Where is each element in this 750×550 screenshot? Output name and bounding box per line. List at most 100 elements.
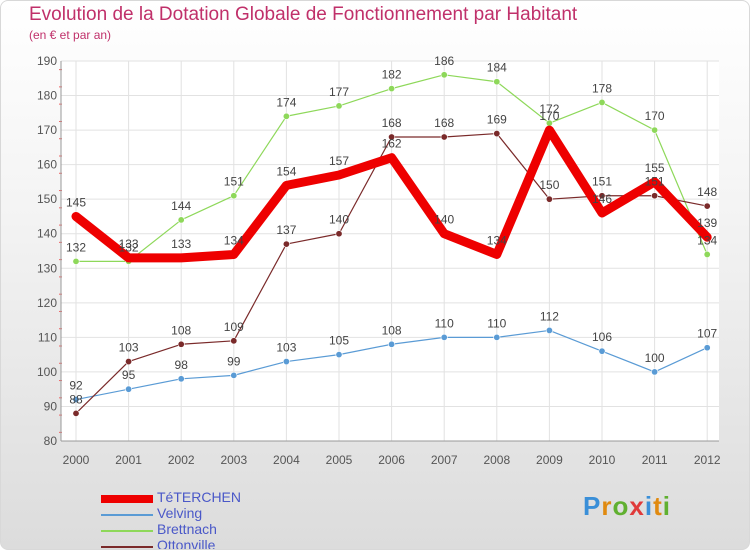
data-point	[125, 358, 133, 366]
y-tick-label: 100	[37, 365, 57, 379]
data-point	[230, 337, 238, 345]
x-tick-label: 2006	[378, 453, 405, 467]
data-label: 154	[276, 164, 296, 178]
data-label: 134	[697, 233, 717, 247]
data-point	[335, 102, 343, 110]
x-tick-label: 2000	[63, 453, 90, 467]
x-tick-label: 2011	[642, 453, 668, 467]
data-label: 155	[645, 161, 665, 175]
data-point	[177, 216, 185, 224]
data-point	[388, 340, 396, 348]
legend-label: TéTERCHEN	[157, 489, 242, 505]
y-tick-label: 130	[37, 261, 57, 275]
data-label: 103	[276, 341, 296, 355]
data-label: 157	[329, 154, 349, 168]
data-label: 92	[69, 379, 83, 393]
data-point	[440, 333, 448, 341]
data-label: 106	[592, 330, 612, 344]
series-line-téterchen	[71, 125, 712, 263]
data-label: 133	[119, 237, 139, 251]
data-point	[125, 385, 133, 393]
data-point	[388, 133, 396, 141]
data-label: 151	[592, 175, 612, 189]
data-point	[493, 78, 501, 86]
data-label: 170	[539, 109, 559, 123]
y-tick-label: 140	[37, 227, 57, 241]
data-label: 177	[329, 85, 349, 99]
data-point	[703, 344, 711, 352]
data-label: 108	[382, 323, 402, 337]
data-label: 110	[487, 316, 506, 330]
data-label: 139	[697, 216, 717, 230]
data-point	[440, 71, 448, 79]
x-tick-label: 2001	[115, 453, 142, 467]
data-label: 100	[645, 351, 665, 365]
data-label: 99	[227, 354, 241, 368]
data-label: 108	[171, 323, 191, 337]
data-label: 184	[487, 61, 507, 75]
x-tick-label: 2008	[483, 453, 510, 467]
data-label: 168	[382, 116, 402, 130]
data-point	[651, 368, 659, 376]
data-point	[651, 126, 659, 134]
data-label: 182	[382, 68, 402, 82]
data-point	[388, 85, 396, 93]
data-label: 178	[592, 81, 612, 95]
data-label: 168	[434, 116, 454, 130]
data-label: 145	[66, 195, 86, 209]
x-tick-label: 2004	[273, 453, 300, 467]
data-point	[493, 130, 501, 138]
chart-title: Evolution de la Dotation Globale de Fonc…	[29, 4, 578, 25]
brand-logo: Proxiti	[583, 491, 671, 522]
data-label: 107	[697, 327, 717, 341]
data-point	[545, 326, 553, 334]
data-label: 169	[487, 113, 507, 127]
data-label: 151	[645, 175, 665, 189]
data-label: 172	[539, 102, 559, 116]
data-point	[598, 98, 606, 106]
y-tick-label: 150	[37, 192, 57, 206]
chart-subtitle: (en € et par an)	[29, 28, 112, 42]
data-point	[598, 192, 606, 200]
data-point	[72, 409, 80, 417]
y-tick-label: 120	[37, 296, 57, 310]
data-point	[598, 347, 606, 355]
legend-swatch	[101, 530, 153, 532]
data-label: 95	[122, 368, 136, 382]
data-label: 88	[69, 392, 83, 406]
y-tick-label: 110	[38, 330, 57, 344]
x-tick-label: 2010	[589, 453, 616, 467]
data-label: 105	[329, 334, 349, 348]
brand-letter: x	[629, 491, 645, 521]
data-label: 174	[276, 95, 296, 109]
brand-letter: i	[662, 491, 671, 521]
data-label: 137	[276, 223, 296, 237]
legend-swatch	[101, 514, 153, 516]
data-label: 150	[539, 178, 559, 192]
data-label: 186	[434, 54, 454, 68]
data-point	[282, 358, 290, 366]
data-point	[651, 192, 659, 200]
data-label: 132	[119, 240, 139, 254]
data-point	[703, 202, 711, 210]
data-label: 133	[171, 237, 191, 251]
data-point	[493, 333, 501, 341]
data-label: 110	[435, 316, 454, 330]
data-point	[440, 133, 448, 141]
data-label: 144	[171, 199, 191, 213]
x-tick-label: 2009	[536, 453, 563, 467]
x-tick-label: 2007	[431, 453, 458, 467]
data-label: 132	[66, 240, 86, 254]
data-point	[335, 230, 343, 238]
legend-label: Ottonville	[157, 537, 216, 550]
brand-letter: t	[653, 491, 663, 521]
legend-label: Brettnach	[157, 521, 217, 537]
y-tick-label: 90	[44, 399, 58, 413]
data-label: 134	[487, 233, 507, 247]
legend-label: Velving	[157, 505, 203, 521]
brand-letter: o	[612, 491, 630, 521]
data-label: 146	[592, 192, 612, 206]
y-tick-label: 180	[37, 89, 57, 103]
